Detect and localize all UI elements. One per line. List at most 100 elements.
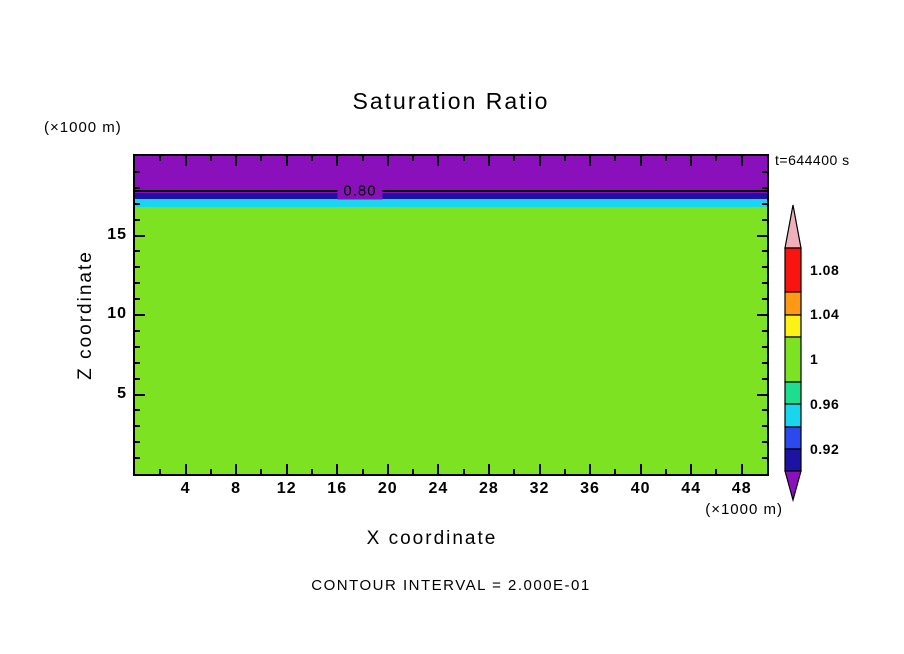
x-axis-tick: [715, 469, 718, 474]
y-axis-tick: [762, 170, 767, 173]
x-axis-label: X coordinate: [366, 528, 498, 549]
y-axis-tick: [135, 314, 145, 316]
y-axis-tick: [762, 409, 767, 412]
x-axis-tick: [690, 464, 693, 474]
x-axis-tick: [538, 464, 541, 474]
x-axis-tick: [664, 469, 667, 474]
x-axis-tick-labels: 4 8 12 16 20 24 28 32 36 40 44 48: [0, 480, 904, 500]
x-tick-label: 16: [327, 480, 348, 497]
x-axis-tick: [184, 464, 187, 474]
y-axis-tick: [135, 329, 140, 332]
chart-title: Saturation Ratio: [352, 88, 550, 114]
x-axis-tick: [386, 464, 389, 474]
contour-interval-note: CONTOUR INTERVAL = 2.000E-01: [311, 577, 591, 594]
y-axis-tick: [135, 202, 140, 205]
y-axis-tick: [135, 345, 140, 348]
y-tick-label: 15: [107, 225, 127, 243]
x-axis-tick: [538, 156, 541, 166]
x-axis-tick: [487, 464, 490, 474]
x-axis-tick: [513, 469, 516, 474]
x-axis-tick: [614, 156, 617, 161]
y-axis-tick: [135, 441, 140, 444]
y-axis-units: (×1000 m): [44, 119, 122, 136]
x-axis-tick: [386, 156, 389, 166]
y-axis-tick: [135, 425, 140, 428]
x-tick-label: 4: [180, 480, 191, 497]
y-axis-tick: [135, 186, 140, 189]
x-axis-tick: [311, 156, 313, 161]
y-axis-tick: [762, 250, 767, 253]
x-axis-tick: [589, 464, 591, 474]
x-axis-tick: [639, 464, 642, 474]
contour-line-label: 0.80: [337, 182, 383, 200]
x-axis-tick: [437, 464, 440, 474]
y-tick-label: 10: [107, 305, 127, 323]
x-axis-tick: [361, 156, 364, 161]
y-axis-tick: [762, 266, 767, 269]
colorbar-tick-label: 0.92: [810, 441, 840, 457]
y-axis-tick: [762, 186, 767, 189]
x-tick-label: 24: [428, 480, 449, 497]
saturation-0.92: [135, 193, 767, 199]
y-axis-tick: [135, 393, 145, 396]
x-axis-tick: [260, 469, 263, 474]
y-axis-tick: [762, 361, 767, 364]
y-axis-tick: [757, 314, 767, 316]
contour-line: [135, 189, 767, 192]
x-tick-label: 44: [681, 480, 702, 497]
x-axis-tick: [184, 156, 187, 166]
x-axis-units: (×1000 m): [705, 501, 783, 518]
y-axis-tick: [762, 282, 767, 285]
x-axis-tick: [285, 464, 288, 474]
y-axis-tick: [135, 218, 140, 221]
x-axis-tick: [639, 156, 642, 166]
x-axis-tick: [664, 156, 667, 161]
saturation-0.96: [135, 198, 767, 207]
x-axis-tick: [412, 156, 415, 161]
colorbar-tick-label: 1: [810, 351, 819, 367]
x-axis-tick: [260, 156, 263, 161]
plot-area: 0.80: [133, 154, 769, 476]
x-axis-tick: [336, 156, 339, 166]
y-axis-tick: [135, 234, 145, 237]
x-tick-label: 8: [231, 480, 242, 497]
y-axis-tick: [135, 377, 140, 380]
x-axis-tick: [462, 469, 465, 474]
colorbar-tick-label: 1.04: [810, 306, 840, 322]
y-axis-tick: [762, 218, 767, 221]
x-axis-tick: [563, 156, 566, 161]
y-tick-label: 5: [117, 384, 127, 402]
y-axis-tick: [135, 250, 140, 253]
x-axis-tick: [361, 469, 364, 474]
x-axis-tick: [311, 469, 313, 474]
colorbar-tick-label: 1.08: [810, 262, 840, 278]
y-axis-tick: [762, 377, 767, 380]
y-axis-tick: [762, 202, 767, 205]
x-axis-tick: [563, 469, 566, 474]
x-axis-tick: [235, 156, 238, 166]
y-axis-tick-labels: 5 10 15: [96, 0, 127, 654]
x-axis-tick: [285, 156, 288, 166]
saturation-1: [135, 206, 767, 474]
x-axis-tick: [513, 156, 516, 161]
x-axis-tick: [159, 156, 162, 161]
x-axis-tick: [690, 156, 693, 166]
x-axis-tick: [159, 469, 162, 474]
x-axis-tick: [487, 156, 490, 166]
y-axis-tick: [762, 457, 767, 460]
y-axis-tick: [762, 298, 767, 301]
y-axis-tick: [135, 361, 140, 364]
y-axis-tick: [762, 425, 767, 428]
x-tick-label: 12: [276, 480, 297, 497]
y-axis-tick: [135, 282, 140, 285]
y-axis-tick: [135, 409, 140, 412]
x-axis-tick: [235, 464, 238, 474]
x-axis-tick: [412, 469, 415, 474]
saturation-below-0.9: [135, 156, 767, 193]
x-axis-tick: [715, 156, 718, 161]
y-axis-tick: [135, 457, 140, 460]
x-tick-label: 32: [529, 480, 550, 497]
x-axis-tick: [740, 464, 743, 474]
x-axis-tick: [336, 464, 339, 474]
